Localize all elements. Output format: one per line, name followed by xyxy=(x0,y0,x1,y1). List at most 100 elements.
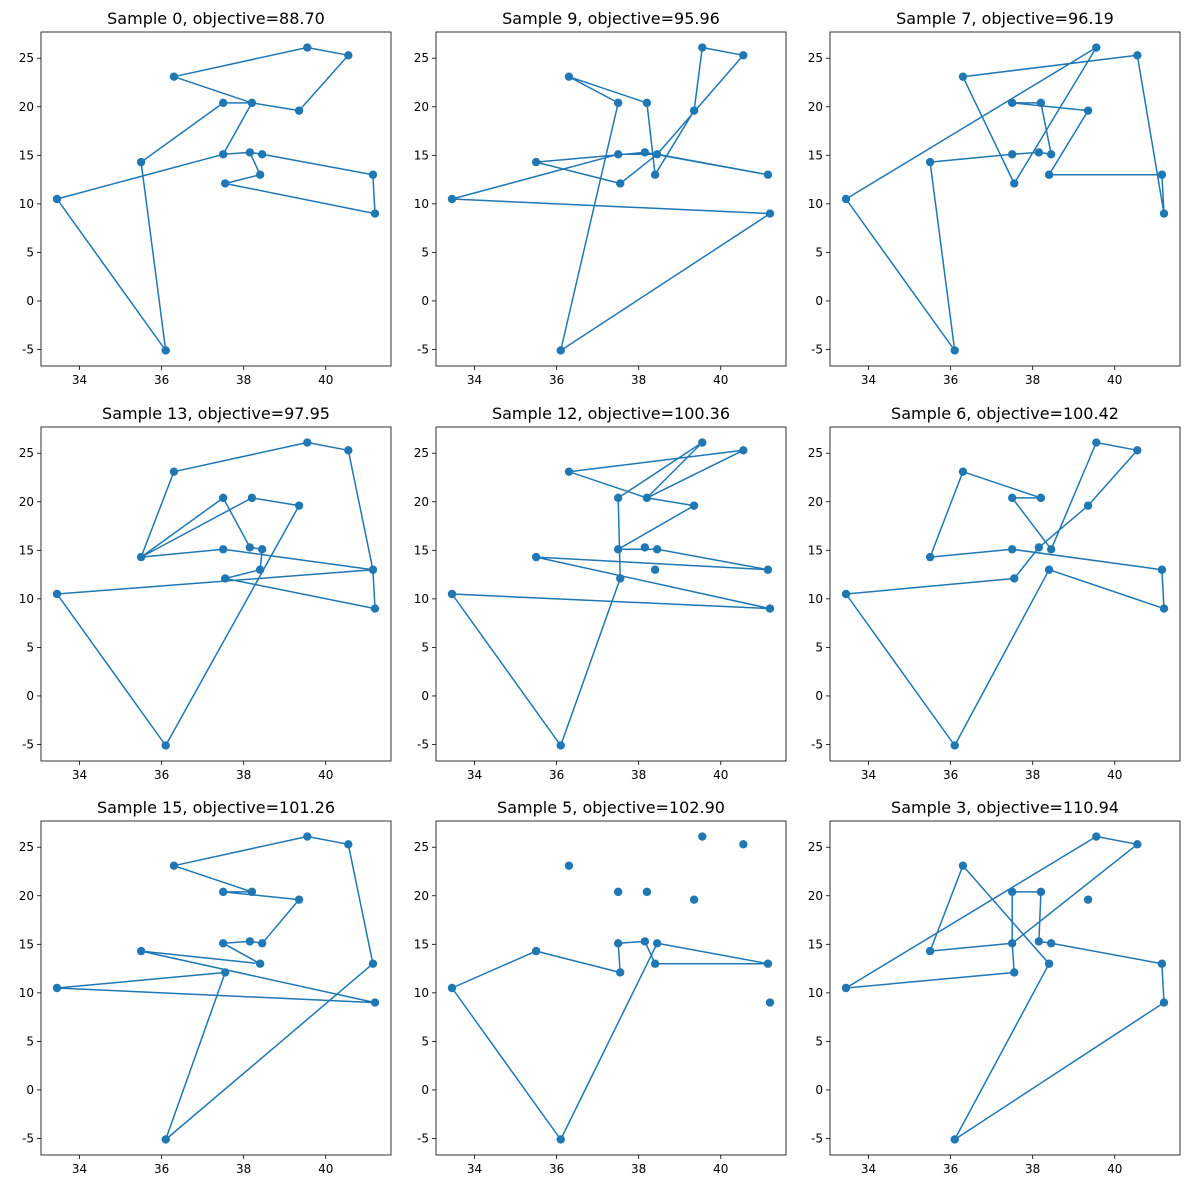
y-tick-label: 10 xyxy=(414,197,429,211)
y-tick-label: 0 xyxy=(815,294,823,308)
axes-frame xyxy=(435,426,787,762)
city-point-N xyxy=(344,446,353,455)
city-point-K xyxy=(255,565,265,574)
city-point-K xyxy=(1044,959,1054,968)
city-point-N xyxy=(739,51,748,60)
y-tick-label: 20 xyxy=(19,889,34,903)
y-tick-label: -5 xyxy=(22,737,34,751)
city-point-I xyxy=(257,545,267,554)
city-point-C xyxy=(531,946,541,956)
city-point-O xyxy=(1157,959,1167,968)
chart-title: Sample 5, objective=102.90 xyxy=(497,798,725,817)
x-tick-label: 38 xyxy=(1025,373,1040,387)
y-tick-label: 15 xyxy=(808,148,823,162)
city-point-H xyxy=(1034,148,1044,157)
chart-title: Sample 13, objective=97.95 xyxy=(102,404,330,423)
y-tick-label: 0 xyxy=(26,689,34,703)
city-point-N xyxy=(1133,446,1142,455)
chart-title: Sample 7, objective=96.19 xyxy=(896,9,1114,28)
y-tick-label: 5 xyxy=(421,245,429,259)
chart-title: Sample 3, objective=110.94 xyxy=(891,798,1119,817)
city-point-E xyxy=(1007,493,1017,503)
city-point-H xyxy=(640,148,650,157)
y-tick-label: 25 xyxy=(19,446,34,460)
chart-panel-7: Sample 5, objective=102.90 34 36 38 40 -5 0 5 10… xyxy=(414,798,787,1176)
axes-frame xyxy=(40,426,392,762)
city-point-E xyxy=(218,887,228,897)
chart-panel-1: Sample 9, objective=95.96 34 36 38 40 -5 0 5 10 1… xyxy=(414,9,787,387)
y-tick-label: 10 xyxy=(808,197,823,211)
city-point-K xyxy=(650,959,660,968)
y-tick-label: 15 xyxy=(414,148,429,162)
y-tick-label: 5 xyxy=(26,245,34,259)
x-tick-label: 36 xyxy=(943,373,958,387)
city-point-C xyxy=(925,552,935,562)
city-point-M xyxy=(303,438,312,447)
city-point-L xyxy=(1083,895,1093,904)
x-tick-label: 34 xyxy=(467,1162,482,1176)
city-point-F xyxy=(247,493,257,503)
y-tick-label: 5 xyxy=(421,1034,429,1048)
city-point-C xyxy=(136,552,146,562)
city-point-G xyxy=(613,939,623,948)
x-tick-label: 40 xyxy=(318,768,333,782)
city-point-O xyxy=(1157,170,1167,179)
city-point-L xyxy=(689,501,699,510)
x-tick-label: 36 xyxy=(549,1162,564,1176)
x-tick-label: 36 xyxy=(154,768,169,782)
x-tick-label: 36 xyxy=(154,373,169,387)
x-tick-label: 40 xyxy=(713,373,728,387)
city-point-K xyxy=(1044,170,1054,179)
city-point-K xyxy=(1044,565,1054,574)
city-point-C xyxy=(136,946,146,956)
city-point-N xyxy=(344,840,353,849)
city-point-D xyxy=(564,72,574,81)
city-point-J xyxy=(1010,179,1019,188)
chart-panel-6: Sample 15, objective=101.26 34 36 38 40 -5 0 5 1… xyxy=(19,798,392,1176)
y-tick-label: 20 xyxy=(414,889,429,903)
y-tick-label: 20 xyxy=(414,495,429,509)
city-point-N xyxy=(739,446,748,455)
x-tick-label: 38 xyxy=(631,373,646,387)
city-point-B xyxy=(556,741,565,750)
city-point-C xyxy=(925,157,935,167)
x-tick-label: 34 xyxy=(72,373,87,387)
x-tick-label: 36 xyxy=(943,1162,958,1176)
y-tick-label: 20 xyxy=(414,100,429,114)
city-point-N xyxy=(344,51,353,60)
city-point-E xyxy=(613,98,623,108)
city-point-C xyxy=(136,157,146,167)
y-tick-label: 15 xyxy=(414,543,429,557)
city-point-P xyxy=(370,998,380,1007)
chart-panel-0: Sample 0, objective=88.70 34 36 38 40 -5 0 5 10 1… xyxy=(19,9,392,387)
city-point-J xyxy=(221,574,230,583)
city-point-N xyxy=(739,840,748,849)
y-tick-label: 5 xyxy=(815,1034,823,1048)
y-tick-label: 5 xyxy=(26,1034,34,1048)
city-point-E xyxy=(613,887,623,897)
x-tick-label: 34 xyxy=(861,1162,876,1176)
x-tick-label: 38 xyxy=(631,768,646,782)
x-tick-label: 34 xyxy=(72,1162,87,1176)
y-tick-label: 15 xyxy=(19,543,34,557)
city-point-A xyxy=(841,983,851,993)
y-tick-label: 25 xyxy=(414,446,429,460)
city-point-G xyxy=(1007,545,1017,554)
y-tick-label: 25 xyxy=(414,840,429,854)
city-point-J xyxy=(1010,968,1019,977)
city-point-D xyxy=(564,467,574,476)
x-tick-label: 38 xyxy=(236,1162,251,1176)
city-point-A xyxy=(52,983,62,993)
y-tick-label: 15 xyxy=(808,543,823,557)
x-tick-label: 38 xyxy=(1025,1162,1040,1176)
city-point-K xyxy=(650,170,660,179)
y-tick-label: 5 xyxy=(26,640,34,654)
city-point-O xyxy=(763,170,773,179)
city-point-H xyxy=(640,937,650,946)
city-point-B xyxy=(950,346,959,355)
y-tick-label: 25 xyxy=(19,840,34,854)
y-tick-label: 10 xyxy=(414,592,429,606)
tour-path-line xyxy=(56,835,376,1141)
city-point-J xyxy=(616,574,625,583)
